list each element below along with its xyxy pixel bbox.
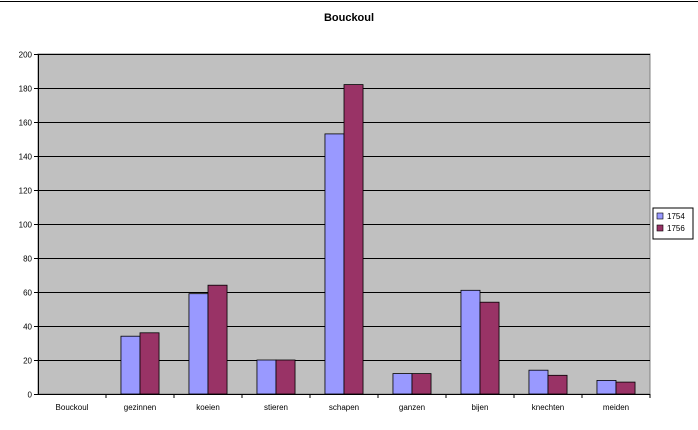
y-tick-label: 0 (28, 391, 33, 400)
x-tick-label: gezinnen (124, 403, 156, 412)
bar-1756-schapen (343, 84, 364, 395)
y-tick-label: 60 (23, 289, 32, 298)
legend-swatch-1754 (656, 212, 664, 220)
y-tick-label: 80 (23, 255, 32, 264)
legend-label-1756: 1756 (667, 224, 685, 233)
y-tick-label: 140 (19, 153, 33, 162)
bar-1756-knechten (547, 374, 568, 395)
x-tick-label: meiden (603, 403, 629, 412)
legend-swatch-1756 (656, 224, 664, 232)
x-tick-label: schapen (329, 403, 359, 412)
bar-1756-ganzen (411, 373, 432, 395)
x-tick-label: ganzen (399, 403, 425, 412)
x-tick-label: bijen (472, 403, 489, 412)
chart-title: Bouckoul (323, 12, 375, 24)
x-tick-label: stieren (264, 403, 288, 412)
y-tick-label: 160 (19, 119, 33, 128)
bar-1754-ganzen (392, 373, 413, 395)
bar-1754-meiden (596, 379, 617, 395)
bar-1756-koeien (207, 284, 228, 395)
bar-1754-bijen (460, 289, 481, 395)
y-tick-label: 20 (23, 357, 32, 366)
bar-1756-stieren (275, 359, 296, 395)
x-tick-label: koeien (196, 403, 220, 412)
bar-1754-stieren (256, 359, 277, 395)
bar-1754-gezinnen (120, 335, 141, 395)
x-tick-label: knechten (532, 403, 564, 412)
bar-1754-schapen (324, 133, 345, 395)
top-rule (0, 1, 698, 2)
bar-1756-meiden (615, 381, 636, 395)
bar-1754-knechten (528, 369, 549, 395)
y-tick-label: 100 (19, 221, 33, 230)
y-tick-label: 200 (19, 51, 33, 60)
y-tick-label: 120 (19, 187, 33, 196)
bar-1756-gezinnen (139, 332, 160, 395)
bar-1756-bijen (479, 301, 500, 395)
y-tick-label: 180 (19, 85, 33, 94)
x-tick-label: Bouckoul (56, 403, 89, 412)
legend-label-1754: 1754 (667, 212, 685, 221)
y-tick-label: 40 (23, 323, 32, 332)
bar-1754-koeien (188, 293, 209, 395)
